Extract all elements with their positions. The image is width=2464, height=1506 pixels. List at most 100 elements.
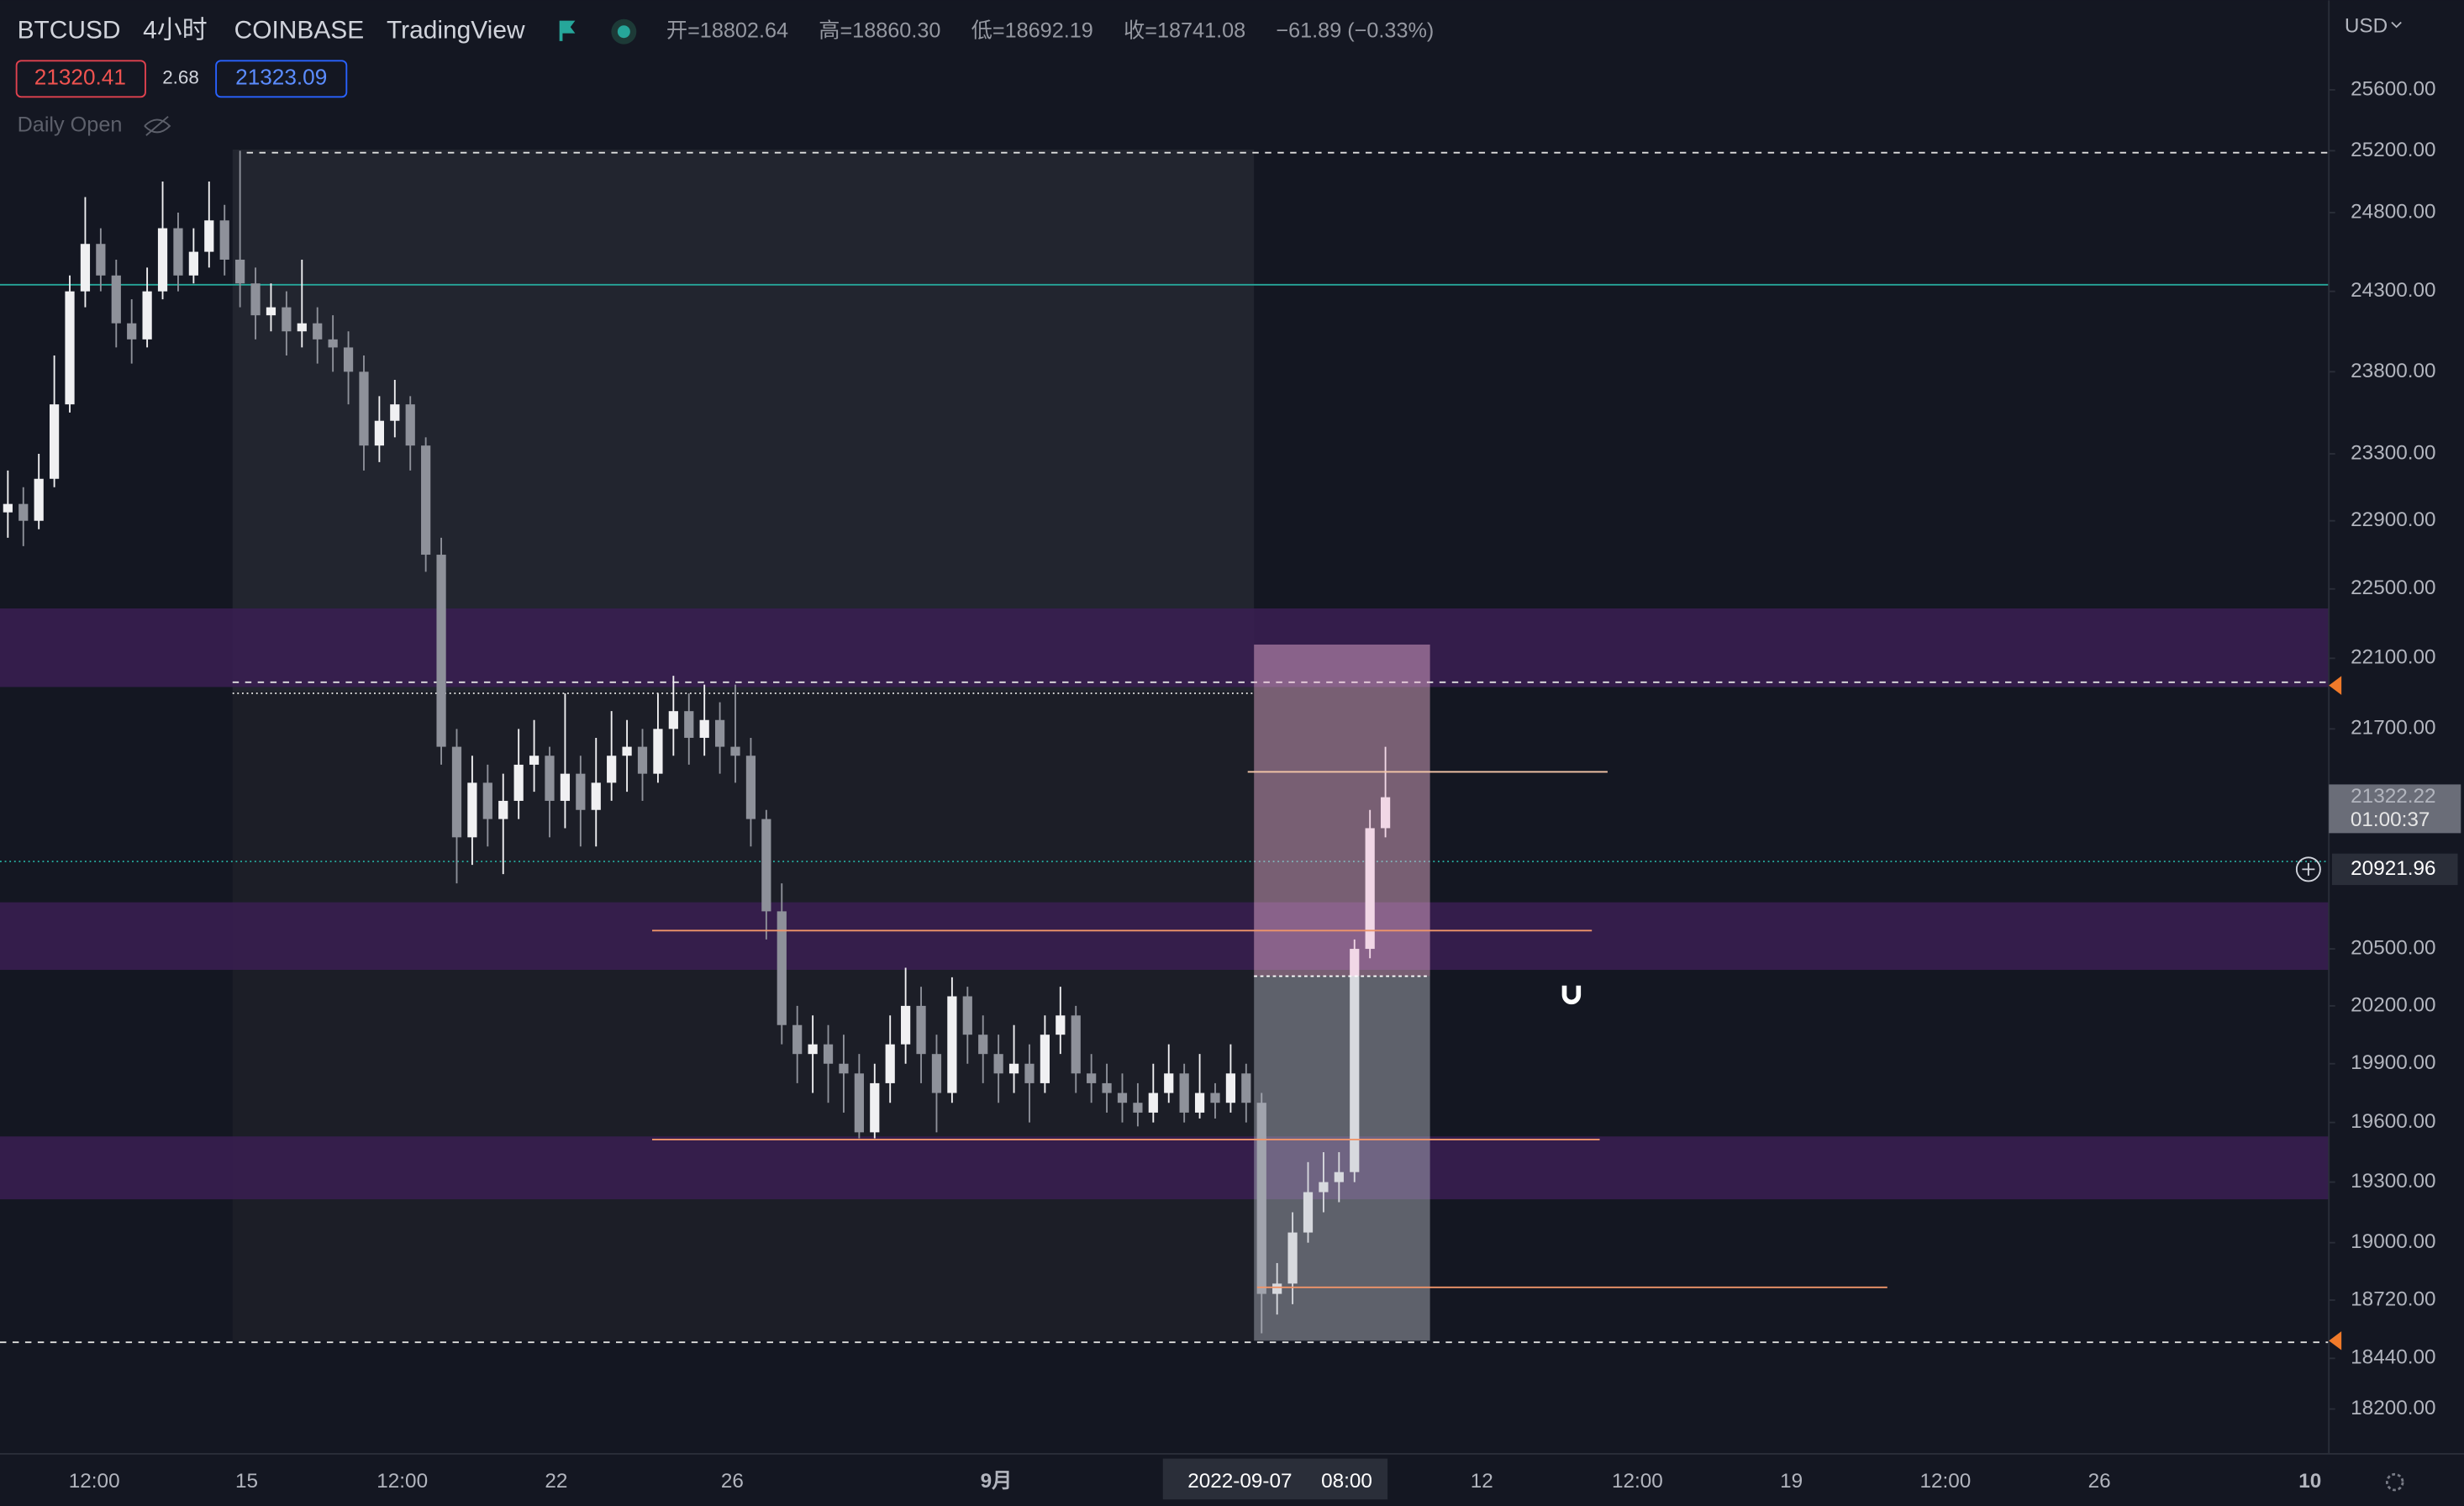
candle-body — [745, 756, 756, 819]
y-tick-label: 22100.00 — [2351, 646, 2435, 669]
candle-body — [250, 283, 261, 316]
crosshair-date: 2022-09-07 — [1187, 1470, 1292, 1493]
y-tick-label: 23800.00 — [2351, 360, 2435, 382]
flag-icon[interactable] — [559, 20, 576, 41]
candle-body — [436, 555, 446, 747]
y-tick-label: 24300.00 — [2351, 279, 2435, 302]
ask[interactable]: 21323.09 — [235, 65, 327, 90]
marker — [2329, 676, 2342, 695]
candle-body — [885, 1044, 895, 1083]
last-price: 21322.22 — [2351, 785, 2435, 808]
candle-body — [80, 244, 91, 292]
ask-box[interactable] — [215, 60, 348, 98]
x-tick-label: 12:00 — [1920, 1470, 1972, 1493]
y-tick-label: 21700.00 — [2351, 717, 2435, 740]
candle-body — [204, 220, 214, 252]
x-tick-label: 19 — [1780, 1470, 1803, 1493]
x-tick-label: 12:00 — [1612, 1470, 1663, 1493]
candle-body — [823, 1044, 834, 1064]
exchange: COINBASE — [234, 17, 365, 45]
candle-body — [839, 1063, 849, 1074]
y-tick-label: 20500.00 — [2351, 936, 2435, 959]
high: 高=18860.30 — [819, 18, 940, 42]
x-tick-label: 26 — [2088, 1470, 2111, 1493]
candle-body — [1225, 1073, 1236, 1103]
y-tick-label: 18720.00 — [2351, 1287, 2435, 1310]
candle-body — [901, 1005, 911, 1045]
low: 低=18692.19 — [971, 18, 1093, 42]
candle-body — [1365, 828, 1375, 950]
candle-body — [962, 996, 972, 1035]
candle-body — [18, 503, 29, 521]
candle-body — [1303, 1192, 1314, 1233]
candle-body — [297, 323, 307, 332]
candle-body — [1133, 1103, 1143, 1113]
candle-body — [1319, 1182, 1329, 1193]
candle-body — [1071, 1015, 1081, 1074]
candle-body — [993, 1054, 1003, 1074]
candle-body — [111, 275, 121, 324]
candle-body — [947, 996, 957, 1093]
candle-body — [142, 291, 152, 340]
candle-body — [854, 1073, 864, 1133]
y-tick-label: 22900.00 — [2351, 508, 2435, 531]
candle-body — [560, 773, 571, 801]
candle-body — [1024, 1063, 1035, 1083]
candle-body — [451, 746, 462, 838]
y-tick-label: 18440.00 — [2351, 1346, 2435, 1369]
candle-body — [730, 746, 740, 756]
candle-body — [545, 756, 555, 801]
add-icon[interactable] — [2295, 856, 2321, 882]
candle-body — [49, 404, 60, 479]
candle-body — [607, 756, 617, 783]
candle-body — [761, 819, 771, 912]
bid[interactable]: 21320.41 — [34, 65, 126, 90]
candle-body — [870, 1082, 880, 1133]
y-tick-label: 19600.00 — [2351, 1110, 2435, 1133]
y-tick-label: 23300.00 — [2351, 441, 2435, 464]
candle-body — [714, 719, 725, 747]
change: −61.89 (−0.33%) — [1276, 18, 1434, 42]
interval: 4小时 — [143, 17, 207, 45]
candle-body — [96, 244, 106, 276]
y-tick-label: 22500.00 — [2351, 577, 2435, 599]
candle-body — [359, 371, 369, 446]
candle-body — [1179, 1073, 1189, 1113]
candle-body — [1008, 1063, 1019, 1074]
candle-body — [1334, 1172, 1344, 1182]
candle-body — [591, 782, 601, 810]
candle-body — [637, 746, 648, 774]
candle-body — [157, 228, 168, 292]
x-tick-label: 26 — [721, 1470, 744, 1493]
currency[interactable]: USD — [2345, 15, 2388, 38]
candle-body — [467, 782, 477, 838]
y-tick-label: 25200.00 — [2351, 139, 2435, 161]
candle-body — [188, 251, 198, 276]
x-tick-label: 15 — [235, 1470, 258, 1493]
candle-body — [1148, 1093, 1158, 1113]
add-icon[interactable] — [2302, 862, 2315, 876]
candle-body — [1380, 797, 1391, 829]
hide-icon[interactable] — [144, 115, 171, 136]
candle-body — [498, 800, 508, 819]
dropdown-icon[interactable] — [2391, 21, 2402, 29]
y-tick-label: 18200.00 — [2351, 1397, 2435, 1419]
settings-icon[interactable] — [2385, 1472, 2404, 1492]
candle-body — [173, 228, 183, 276]
candle-body — [127, 323, 137, 340]
zone — [0, 1136, 2330, 1200]
spread: 2.68 — [162, 67, 199, 88]
candle-body — [668, 711, 678, 729]
last-price-box — [2329, 784, 2461, 834]
candle-body — [513, 764, 524, 801]
open: 开=18802.64 — [666, 18, 788, 42]
shaded-region — [232, 149, 1255, 692]
candle-body — [808, 1044, 818, 1055]
candle-body — [916, 1005, 926, 1055]
crosshair-time-box — [1162, 1458, 1388, 1500]
crosshair-price: 20921.96 — [2351, 857, 2435, 880]
y-tick-label: 19000.00 — [2351, 1230, 2435, 1253]
bid-box[interactable] — [15, 60, 146, 98]
symbol: BTCUSD — [18, 17, 121, 45]
